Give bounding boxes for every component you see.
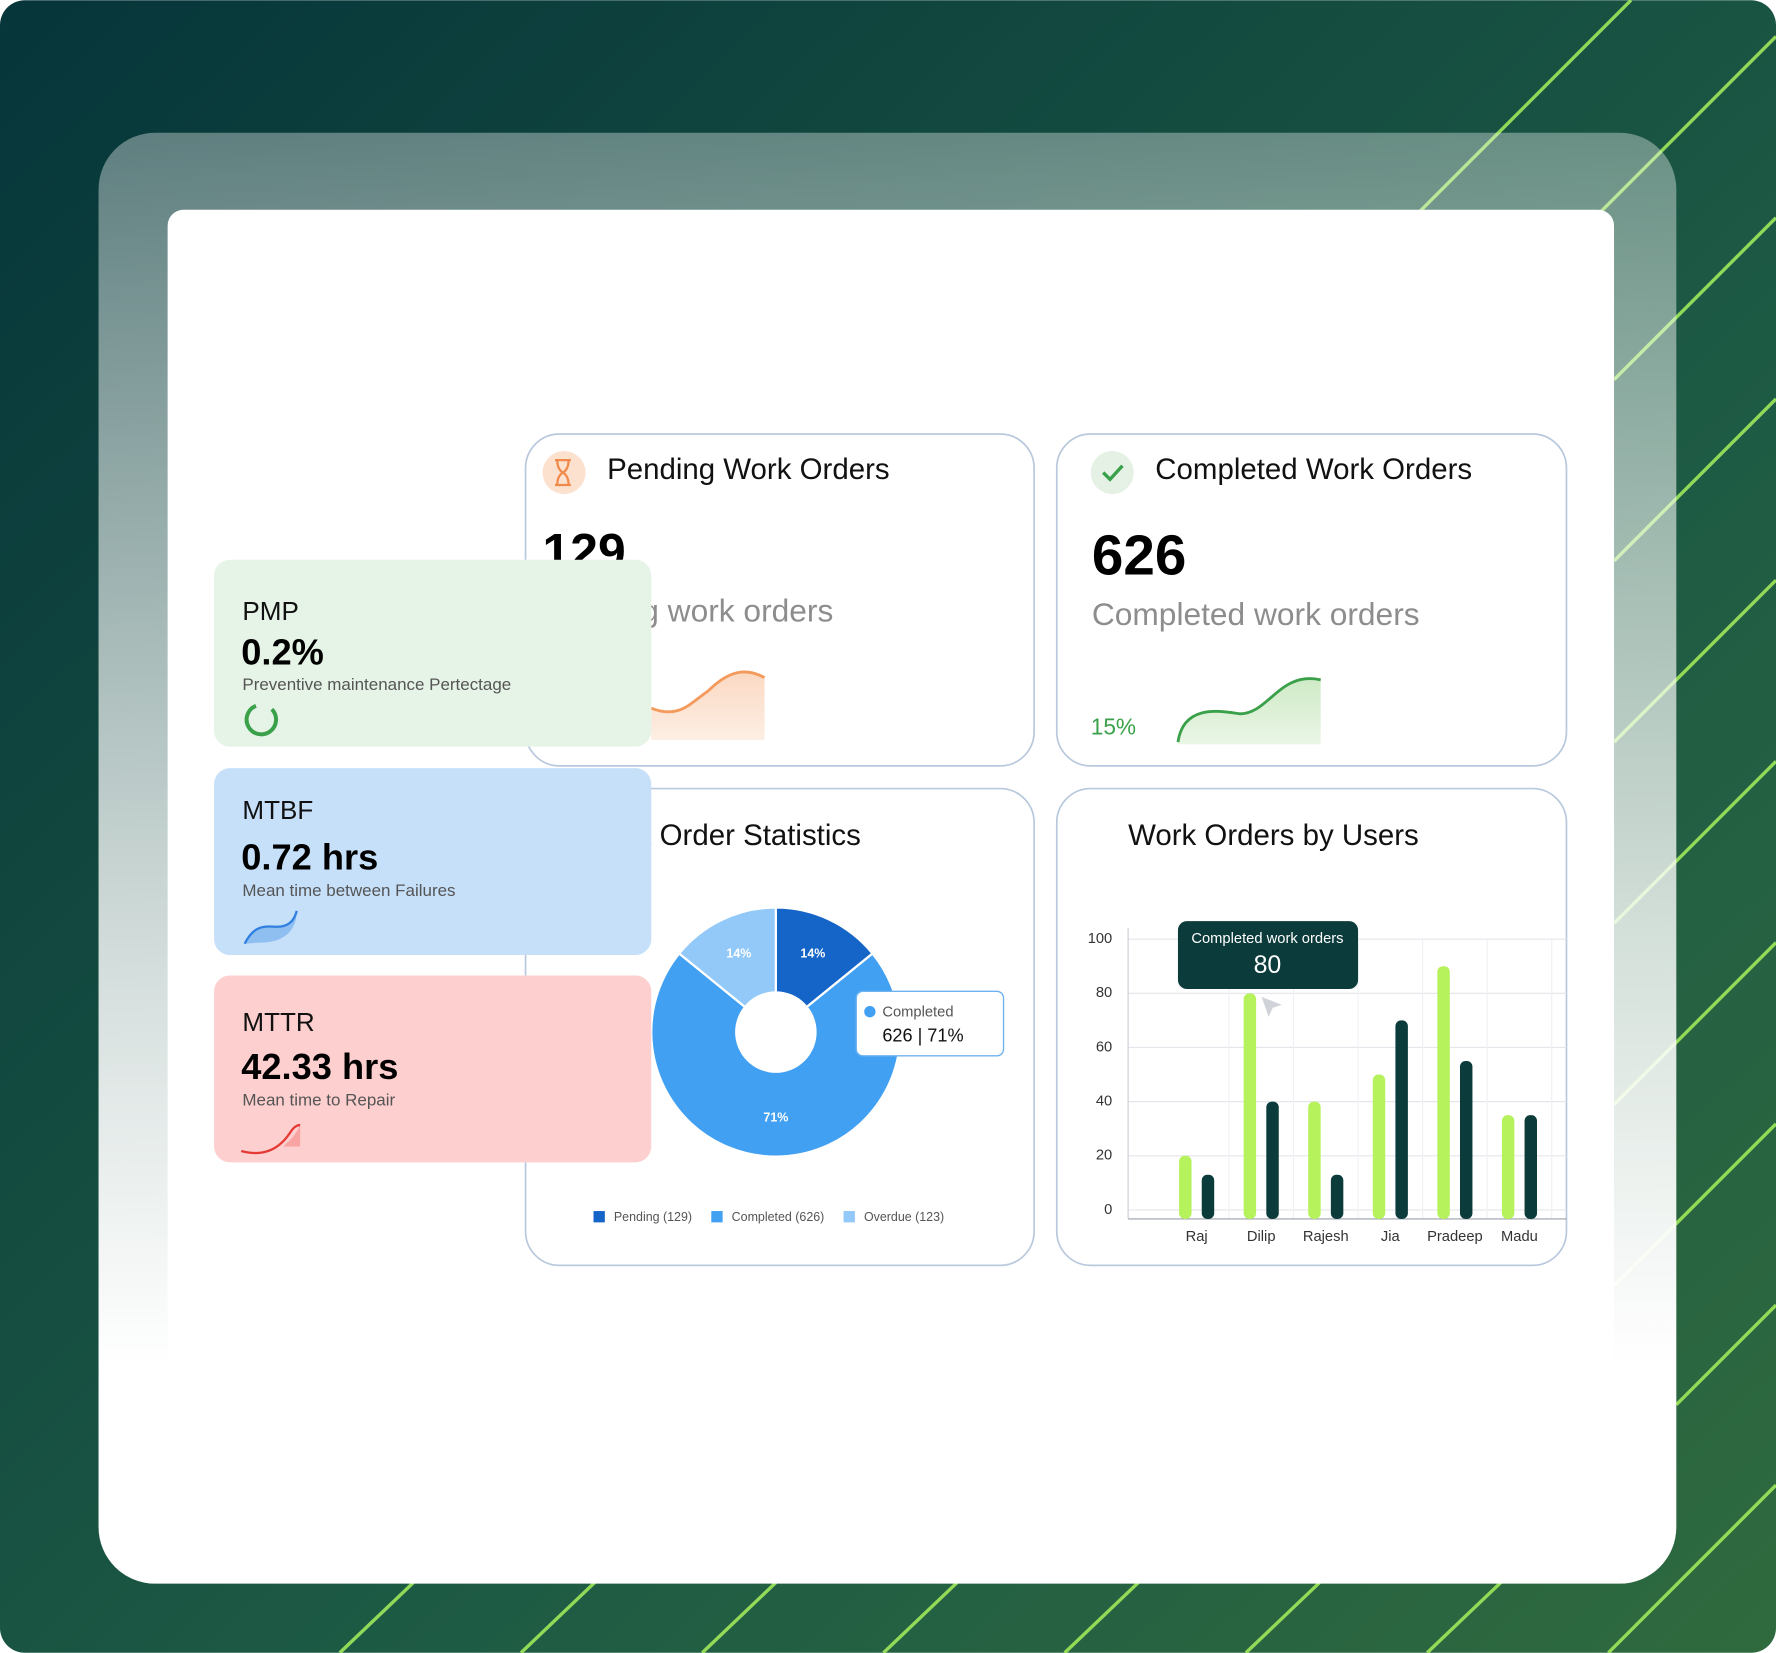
y-tick-label: 40 xyxy=(1096,1094,1112,1110)
bar xyxy=(1372,1074,1386,1219)
y-tick-label: 0 xyxy=(1104,1202,1112,1218)
completed-icon xyxy=(1090,451,1134,495)
sparkline xyxy=(650,670,766,714)
legend-swatch xyxy=(843,1211,855,1223)
kpi-icon xyxy=(243,910,298,945)
legend-label: Completed (626) xyxy=(732,1210,825,1224)
bar xyxy=(1243,993,1257,1219)
pie-hole xyxy=(735,991,817,1073)
tooltip-text: 626 | 71% xyxy=(882,1025,963,1045)
kpi-card xyxy=(214,768,652,956)
y-tick-label: 100 xyxy=(1088,931,1113,947)
tooltip xyxy=(855,990,1005,1057)
kpi-card xyxy=(214,559,652,747)
bar xyxy=(1179,1155,1192,1219)
kpi-value: 42.33 hrs xyxy=(241,1046,398,1087)
y-tick-label: 80 xyxy=(1096,985,1112,1001)
kpi-icon-area xyxy=(283,1124,301,1147)
tooltip-label: Completed work orders xyxy=(1191,931,1343,947)
pie-value-label: 14% xyxy=(726,947,751,961)
kpi-card xyxy=(214,975,652,1163)
bar xyxy=(1330,1174,1344,1219)
card-title: Completed Work Orders xyxy=(1155,453,1472,486)
bar xyxy=(1308,1101,1321,1219)
card-subtitle: Completed work orders xyxy=(1092,596,1420,632)
card-change: 15% xyxy=(1091,714,1136,740)
x-tick-label: Jia xyxy=(1381,1229,1401,1245)
pie-value-label: 71% xyxy=(763,1110,788,1124)
sparkline xyxy=(1176,677,1321,743)
bar xyxy=(1459,1061,1473,1219)
kpi-description: Mean time between Failures xyxy=(242,881,455,900)
sparkline-area xyxy=(651,671,765,740)
x-tick-label: Rajesh xyxy=(1303,1229,1349,1245)
x-tick-label: Dilip xyxy=(1247,1229,1276,1245)
bar xyxy=(1395,1020,1408,1219)
bar xyxy=(1266,1101,1279,1219)
kpi-label: MTTR xyxy=(242,1007,314,1037)
bar xyxy=(1437,966,1450,1219)
kpi-value: 0.2% xyxy=(241,631,324,672)
kpi-icon xyxy=(240,1123,301,1155)
card-title: Pending Work Orders xyxy=(607,453,890,486)
legend-swatch xyxy=(593,1211,605,1223)
tooltip-value: 80 xyxy=(1254,951,1282,979)
completed-card xyxy=(1055,433,1568,767)
pie-value-label: 14% xyxy=(800,947,825,961)
hourglass xyxy=(555,458,571,487)
kpi-cards: PMP 0.2% Preventive maintenance Pertecta… xyxy=(214,559,652,1163)
kpi-description: Preventive maintenance Pertectage xyxy=(242,675,511,694)
legend-label: Overdue (123) xyxy=(864,1210,944,1224)
x-tick-label: Pradeep xyxy=(1427,1229,1483,1245)
sparkline-area xyxy=(1177,678,1321,745)
kpi-icon xyxy=(244,704,278,737)
legend-label: Pending (129) xyxy=(614,1210,692,1224)
tooltip-dot xyxy=(864,1006,876,1018)
kpi-value: 0.72 hrs xyxy=(241,836,378,877)
tooltip xyxy=(1177,921,1359,990)
pie-chart: 14% 71% 14% Completed 626 | 71% Pending (129)… xyxy=(593,906,1005,1224)
tooltip-label: Completed xyxy=(882,1005,953,1021)
kpi-description: Mean time to Repair xyxy=(242,1091,395,1110)
bar xyxy=(1524,1115,1538,1219)
y-tick-label: 60 xyxy=(1096,1039,1112,1055)
x-tick-label: Raj xyxy=(1186,1229,1208,1245)
x-tick-label: Madu xyxy=(1501,1229,1538,1245)
chart-title: Work Orders by Users xyxy=(1128,819,1419,852)
bar xyxy=(1501,1115,1515,1219)
kpi-label: PMP xyxy=(242,596,298,626)
bar-chart: 0 20 40 60 80 100 Raj Dilip Rajesh Jia Pradeep Madu… xyxy=(1088,921,1567,1245)
cursor xyxy=(1259,994,1285,1021)
check xyxy=(1102,464,1124,482)
y-tick-label: 20 xyxy=(1096,1148,1112,1164)
kpi-label: MTBF xyxy=(242,795,313,825)
bar xyxy=(1201,1174,1215,1219)
card-value: 626 xyxy=(1092,525,1186,588)
decor-lines xyxy=(338,0,1776,1653)
legend-swatch xyxy=(711,1211,723,1223)
